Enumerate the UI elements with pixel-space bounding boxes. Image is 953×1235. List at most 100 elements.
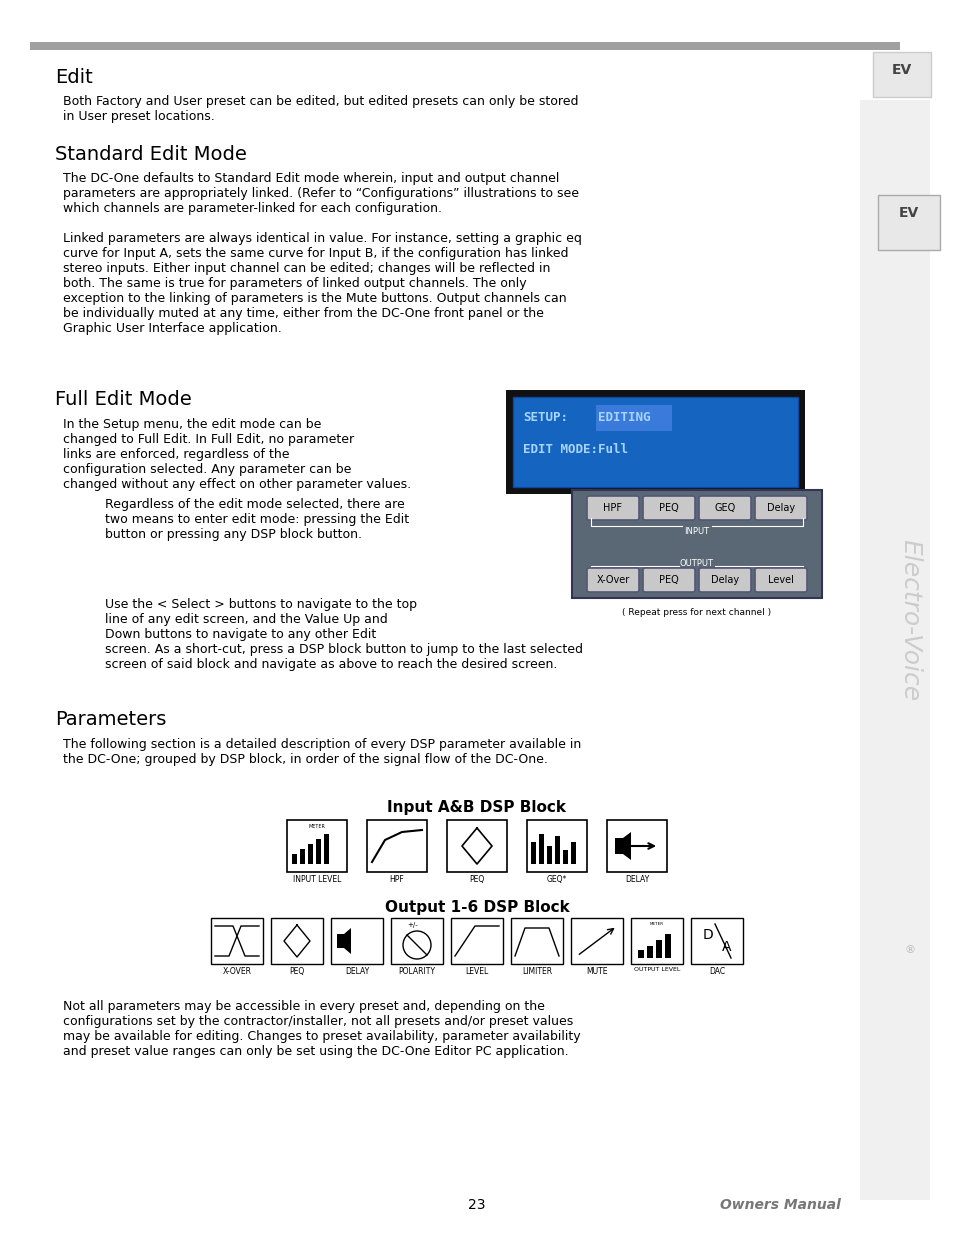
Text: PEQ: PEQ — [659, 503, 679, 513]
Bar — [292, 853, 296, 864]
Bar — [299, 848, 305, 864]
Text: In the Setup menu, the edit mode can be
changed to Full Edit. In Full Edit, no p: In the Setup menu, the edit mode can be … — [63, 417, 411, 492]
Text: ®: ® — [903, 945, 915, 955]
Bar — [271, 918, 323, 965]
Bar — [664, 934, 670, 958]
Bar — [571, 842, 576, 864]
Text: MUTE: MUTE — [586, 967, 607, 976]
Text: DAC: DAC — [708, 967, 724, 976]
Text: EDITING: EDITING — [598, 411, 650, 424]
Text: LIMITER: LIMITER — [521, 967, 552, 976]
Bar — [638, 950, 643, 958]
Bar — [511, 918, 562, 965]
Text: HPF: HPF — [603, 503, 622, 513]
Text: Input A&B DSP Block: Input A&B DSP Block — [387, 800, 566, 815]
Polygon shape — [344, 927, 351, 953]
Text: Output 1-6 DSP Block: Output 1-6 DSP Block — [384, 900, 569, 915]
Bar — [505, 390, 804, 494]
Text: POLARITY: POLARITY — [398, 967, 435, 976]
Bar — [646, 946, 652, 958]
FancyBboxPatch shape — [699, 496, 750, 520]
Text: Level: Level — [767, 576, 793, 585]
Bar — [615, 839, 622, 853]
Text: X-Over: X-Over — [596, 576, 629, 585]
Text: OUTPUT: OUTPUT — [679, 558, 713, 568]
Bar — [447, 820, 506, 872]
Bar — [656, 940, 661, 958]
Bar — [555, 836, 559, 864]
Text: Delay: Delay — [710, 576, 739, 585]
Bar — [391, 918, 442, 965]
Bar — [531, 842, 536, 864]
Polygon shape — [622, 832, 630, 860]
Text: EV: EV — [898, 206, 918, 220]
Text: X-OVER: X-OVER — [222, 967, 252, 976]
Bar — [572, 490, 821, 598]
Text: The DC-One defaults to Standard Edit mode wherein, input and output channel
para: The DC-One defaults to Standard Edit mod… — [63, 172, 578, 215]
Bar — [872, 52, 930, 98]
Text: Not all parameters may be accessible in every preset and, depending on the
confi: Not all parameters may be accessible in … — [63, 1000, 580, 1058]
Text: LEVEL: LEVEL — [465, 967, 488, 976]
Bar — [336, 934, 344, 948]
Text: D: D — [702, 927, 713, 942]
Text: ( Repeat press for next channel ): ( Repeat press for next channel ) — [621, 608, 771, 618]
Text: DELAY: DELAY — [624, 876, 648, 884]
Text: Use the < Select > buttons to navigate to the top
line of any edit screen, and t: Use the < Select > buttons to navigate t… — [105, 598, 582, 671]
Text: Parameters: Parameters — [55, 710, 166, 729]
Text: EV: EV — [891, 63, 911, 77]
Text: INPUT: INPUT — [683, 527, 709, 536]
Text: PEQ: PEQ — [469, 876, 484, 884]
Text: INPUT LEVEL: INPUT LEVEL — [293, 876, 341, 884]
Bar — [690, 918, 742, 965]
Bar — [859, 100, 929, 1200]
Text: EV: EV — [895, 221, 923, 240]
Bar — [451, 918, 502, 965]
Bar — [546, 846, 552, 864]
Text: Full Edit Mode: Full Edit Mode — [55, 390, 192, 409]
Text: PROCESSING MENUS: PROCESSING MENUS — [650, 477, 743, 487]
Bar — [513, 396, 797, 487]
Text: GEQ*: GEQ* — [546, 876, 567, 884]
FancyBboxPatch shape — [754, 568, 806, 592]
Bar — [571, 918, 622, 965]
Text: Regardless of the edit mode selected, there are
two means to enter edit mode: pr: Regardless of the edit mode selected, th… — [105, 498, 409, 541]
Text: Electro-Voice: Electro-Voice — [897, 538, 921, 701]
Bar — [538, 834, 543, 864]
Bar — [308, 844, 313, 864]
Text: PEQ: PEQ — [289, 967, 304, 976]
FancyBboxPatch shape — [586, 496, 639, 520]
Text: A: A — [721, 940, 731, 953]
Text: METER: METER — [308, 824, 325, 829]
Bar — [877, 195, 939, 249]
Bar — [367, 820, 427, 872]
Text: GEQ: GEQ — [714, 503, 735, 513]
Text: OUTPUT LEVEL: OUTPUT LEVEL — [633, 967, 679, 972]
Text: Owners Manual: Owners Manual — [719, 1198, 840, 1212]
FancyBboxPatch shape — [586, 568, 639, 592]
Text: Edit: Edit — [55, 68, 92, 86]
Bar — [287, 820, 347, 872]
Text: Linked parameters are always identical in value. For instance, setting a graphic: Linked parameters are always identical i… — [63, 232, 581, 335]
Text: EDIT MODE:Full: EDIT MODE:Full — [522, 443, 627, 456]
Bar — [606, 820, 666, 872]
Bar — [331, 918, 382, 965]
Bar — [211, 918, 263, 965]
Bar — [562, 850, 567, 864]
Bar — [596, 405, 671, 431]
FancyBboxPatch shape — [754, 496, 806, 520]
Text: DELAY: DELAY — [345, 967, 369, 976]
FancyBboxPatch shape — [699, 568, 750, 592]
Bar — [324, 834, 329, 864]
Bar — [30, 42, 899, 49]
Text: HPF: HPF — [389, 876, 404, 884]
Text: METER: METER — [649, 923, 663, 926]
Bar — [315, 839, 320, 864]
Text: 23: 23 — [468, 1198, 485, 1212]
Text: The following section is a detailed description of every DSP parameter available: The following section is a detailed desc… — [63, 739, 580, 766]
Bar — [526, 820, 586, 872]
Text: Delay: Delay — [766, 503, 794, 513]
Text: Standard Edit Mode: Standard Edit Mode — [55, 144, 247, 164]
Text: Both Factory and User preset can be edited, but edited presets can only be store: Both Factory and User preset can be edit… — [63, 95, 578, 124]
Text: PEQ: PEQ — [659, 576, 679, 585]
FancyBboxPatch shape — [642, 496, 695, 520]
